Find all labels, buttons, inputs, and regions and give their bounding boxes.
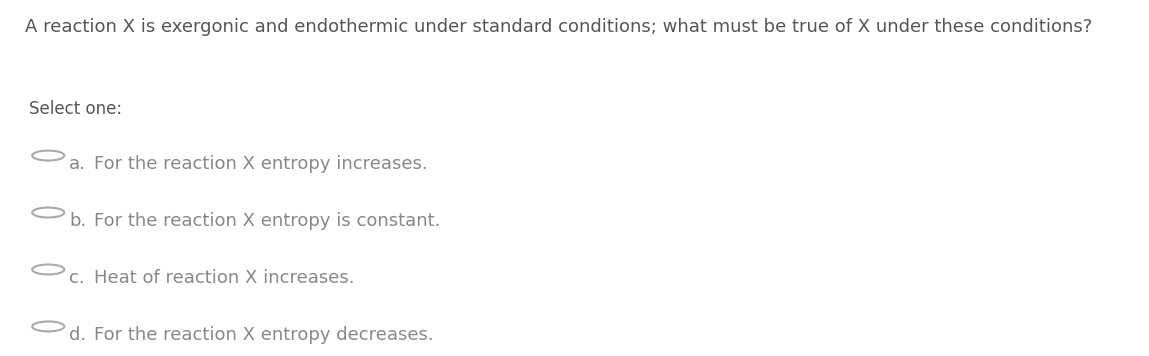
Text: For the reaction X entropy decreases.: For the reaction X entropy decreases. — [94, 326, 434, 344]
Text: d.: d. — [69, 326, 86, 344]
Text: Select one:: Select one: — [29, 100, 122, 118]
Text: For the reaction X entropy is constant.: For the reaction X entropy is constant. — [94, 212, 440, 230]
Text: a.: a. — [69, 155, 86, 173]
Text: b.: b. — [69, 212, 86, 230]
Text: c.: c. — [69, 269, 85, 287]
Text: A reaction X is exergonic and endothermic under standard conditions; what must b: A reaction X is exergonic and endothermi… — [25, 18, 1093, 36]
Text: For the reaction X entropy increases.: For the reaction X entropy increases. — [94, 155, 427, 173]
Text: Heat of reaction X increases.: Heat of reaction X increases. — [94, 269, 355, 287]
